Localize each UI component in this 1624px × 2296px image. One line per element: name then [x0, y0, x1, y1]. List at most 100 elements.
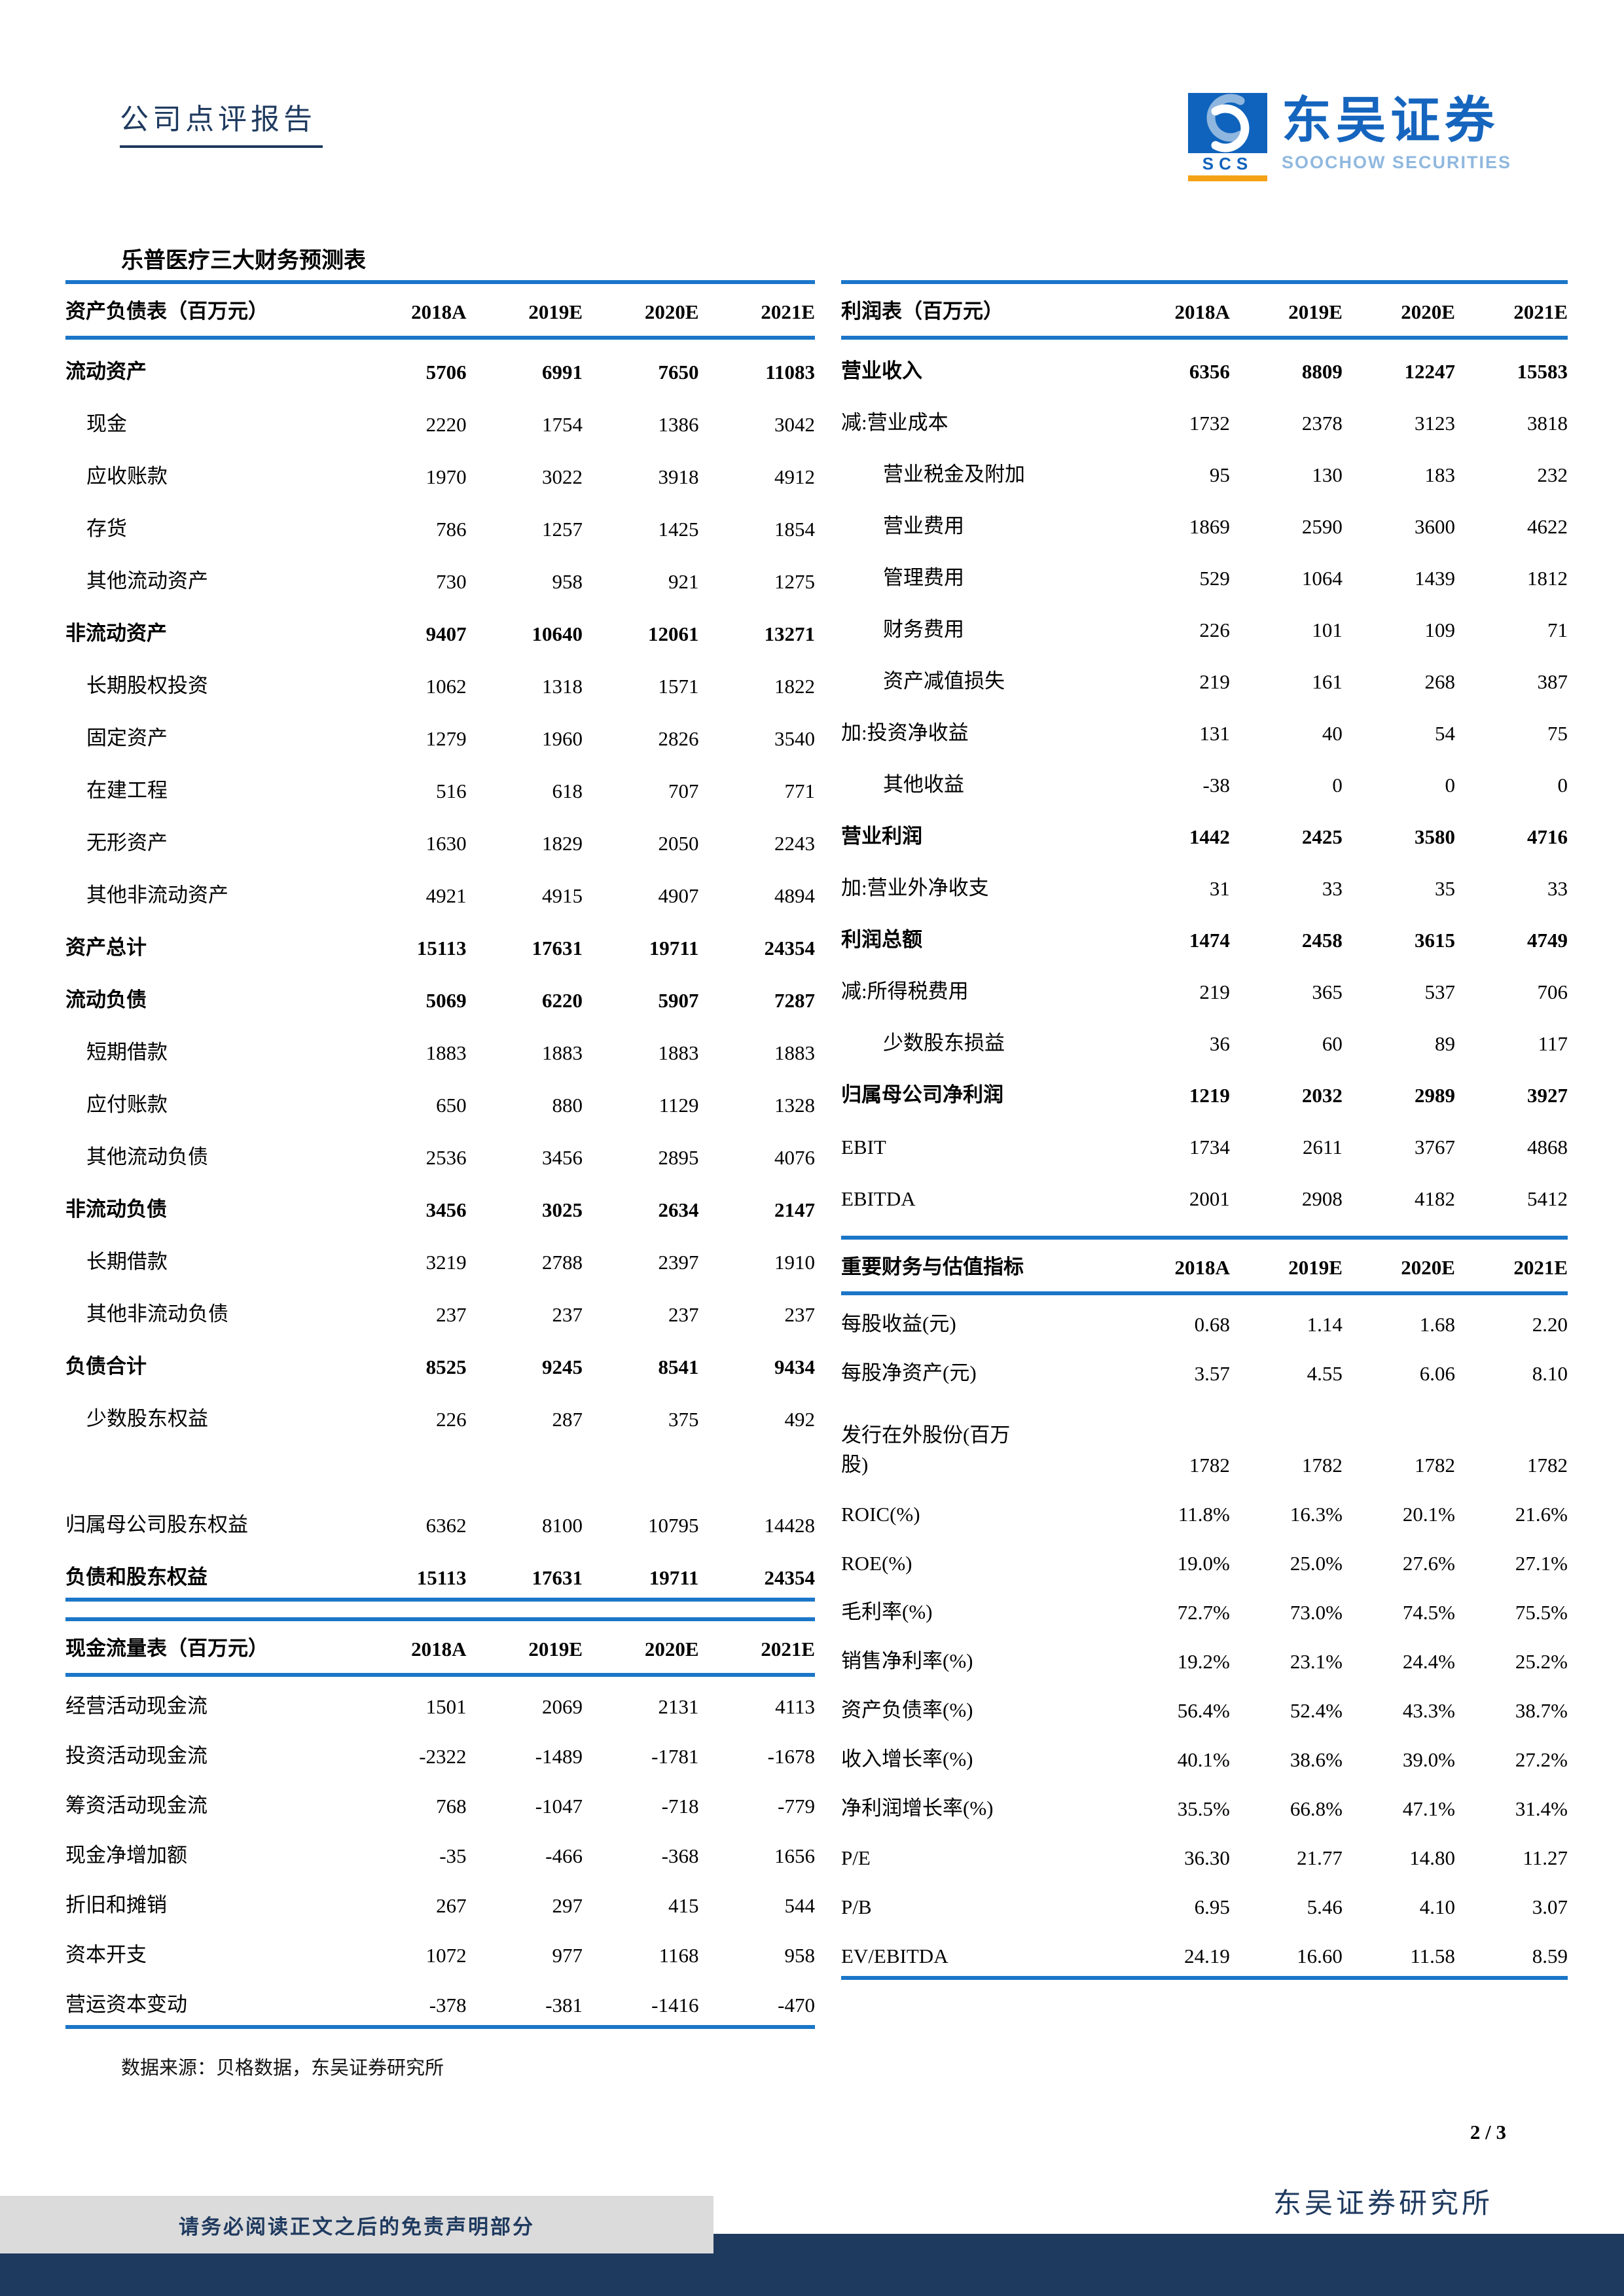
- cell-value: 387: [1537, 670, 1568, 693]
- cell-value: 8100: [542, 1514, 583, 1537]
- row-label: 财务费用: [883, 618, 964, 641]
- table-header-row: 利润表（百万元） 2018A 2019E 2020E 2021E: [841, 280, 1568, 340]
- row-label: 销售净利率(%): [841, 1649, 973, 1672]
- row-label: 长期股权投资: [86, 674, 208, 697]
- cell-value: 1960: [542, 727, 583, 750]
- cell-value: 19711: [649, 937, 699, 960]
- cell-value: 4.55: [1307, 1362, 1343, 1385]
- table-row: 投资活动现金流 -2322 -1489 -1781 -1678: [65, 1727, 815, 1776]
- cell-value: -368: [661, 1844, 699, 1867]
- table-title: 利润表（百万元）: [841, 280, 1117, 340]
- cell-value: 537: [1424, 980, 1455, 1003]
- cell-value: -779: [778, 1795, 815, 1818]
- table-row: 资产负债率(%) 56.4% 52.4% 43.3% 38.7%: [841, 1681, 1568, 1731]
- cell-value: 2032: [1301, 1084, 1343, 1107]
- cell-value: 10640: [532, 622, 583, 645]
- cell-value: 6220: [542, 989, 583, 1012]
- table-header-row: 重要财务与估值指标 2018A 2019E 2020E 2021E: [841, 1236, 1568, 1295]
- soochow-logo: SCS 东吴证券 SOOCHOW SECURITIES: [1187, 93, 1511, 181]
- table-header-row: 资产负债表（百万元） 2018A 2019E 2020E 2021E: [65, 280, 815, 340]
- row-label: 存货: [86, 517, 127, 540]
- cell-value: 2611: [1303, 1136, 1343, 1158]
- row-label: EBITDA: [841, 1187, 916, 1210]
- row-label: 经营活动现金流: [65, 1695, 208, 1717]
- cell-value: 2220: [425, 413, 467, 436]
- table-row: 利润总额 1474 2458 3615 4749: [841, 908, 1568, 960]
- balance-sheet-table: 资产负债表（百万元） 2018A 2019E 2020E 2021E 流动资产 5706 69…: [65, 280, 815, 1602]
- column-header: 2021E: [1454, 1236, 1568, 1295]
- cell-value: 1883: [425, 1041, 467, 1064]
- table-row: 其他非流动资产 4921 4915 4907 4894: [65, 863, 815, 916]
- table-title: 资产负债表（百万元）: [65, 280, 351, 340]
- cell-value: 56.4%: [1177, 1699, 1230, 1722]
- cell-value: 4.10: [1419, 1895, 1455, 1918]
- row-label: ROE(%): [841, 1552, 912, 1575]
- cell-value: 14428: [764, 1514, 816, 1537]
- table-row: ROIC(%) 11.8% 16.3% 20.1% 21.6%: [841, 1485, 1568, 1534]
- column-header: 2020E: [1342, 280, 1455, 340]
- cell-value: 1062: [425, 675, 467, 698]
- table-row: 减:所得税费用 219 365 537 706: [841, 960, 1568, 1012]
- cell-value: 3600: [1414, 515, 1455, 538]
- cell-value: 10795: [648, 1514, 699, 1537]
- cell-value: 0.68: [1194, 1313, 1230, 1336]
- row-label: 每股净资产(元): [841, 1361, 977, 1384]
- cell-value: 4716: [1527, 825, 1568, 848]
- row-label: 流动资产: [65, 360, 147, 383]
- cell-value: 786: [436, 518, 467, 541]
- cell-value: 219: [1199, 980, 1230, 1003]
- cell-value: 21.77: [1297, 1846, 1343, 1869]
- cell-value: 15113: [416, 937, 467, 960]
- cell-value: 226: [436, 1408, 467, 1431]
- cell-value: 237: [668, 1303, 699, 1326]
- cell-value: 706: [1537, 980, 1568, 1003]
- cell-value: 2050: [658, 832, 699, 855]
- cell-value: 0: [1332, 774, 1343, 797]
- column-header: 2019E: [1229, 1236, 1343, 1295]
- row-label: 非流动负债: [65, 1198, 167, 1221]
- row-label: EBIT: [841, 1136, 886, 1158]
- cell-value: 39.0%: [1402, 1748, 1455, 1771]
- row-label: 资产减值损失: [883, 670, 1005, 692]
- cell-value: 40: [1322, 722, 1343, 745]
- cell-value: 60: [1322, 1032, 1343, 1055]
- cell-value: 8809: [1301, 360, 1343, 383]
- cell-value: 4182: [1414, 1187, 1455, 1210]
- cell-value: 1970: [425, 465, 467, 488]
- table-row: 其他流动资产 730 958 921 1275: [65, 549, 815, 601]
- cell-value: 131: [1199, 722, 1230, 745]
- cell-value: 7650: [658, 361, 699, 384]
- row-label: 营业利润: [841, 825, 922, 848]
- cell-value: 11.8%: [1178, 1503, 1230, 1526]
- cell-value: 15583: [1517, 360, 1568, 383]
- cell-value: 31.4%: [1515, 1797, 1568, 1820]
- cell-value: 3540: [774, 727, 815, 750]
- table-row: 短期借款 1883 1883 1883 1883: [65, 1020, 815, 1073]
- cell-value: 33: [1547, 877, 1568, 900]
- cell-value: 27.1%: [1515, 1552, 1568, 1575]
- table-row: 其他收益 -38 0 0 0: [841, 753, 1568, 805]
- cell-value: 8525: [425, 1355, 467, 1378]
- cell-value: 3.57: [1194, 1362, 1230, 1385]
- column-header: 2018A: [350, 280, 467, 340]
- cell-value: -1047: [535, 1795, 583, 1818]
- cell-value: 977: [552, 1944, 583, 1967]
- table-row: 非流动资产 9407 10640 12061 13271: [65, 601, 815, 654]
- cell-value: 1910: [774, 1251, 815, 1274]
- table-row: 在建工程 516 618 707 771: [65, 759, 815, 811]
- row-label: 营业税金及附加: [883, 463, 1025, 486]
- cell-value: -1678: [767, 1745, 815, 1768]
- cell-value: 95: [1209, 463, 1230, 486]
- cell-value: 1219: [1189, 1084, 1230, 1107]
- cell-value: 287: [552, 1408, 583, 1431]
- table-row: ROE(%) 19.0% 25.0% 27.6% 27.1%: [841, 1534, 1568, 1583]
- cell-value: 267: [436, 1894, 467, 1917]
- cell-value: 1386: [658, 413, 699, 436]
- column-header: 2020E: [583, 1617, 699, 1677]
- table-row: 应付账款 650 880 1129 1328: [65, 1073, 815, 1125]
- cell-value: 3022: [542, 465, 583, 488]
- cell-value: 1425: [658, 518, 699, 541]
- cell-value: 71: [1547, 619, 1568, 641]
- table-row: 发行在外股份(百万 股) 1782 1782 1782 1782: [841, 1393, 1568, 1485]
- row-label: 营运资本变动: [65, 1993, 187, 2016]
